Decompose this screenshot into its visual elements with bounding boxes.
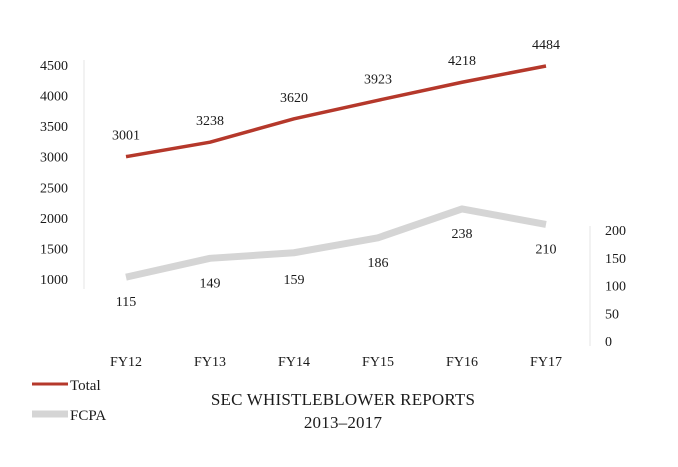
data-label-fcpa: 210 — [536, 242, 557, 257]
legend: Total FCPA — [32, 378, 106, 424]
x-axis-tick-label: FY13 — [194, 355, 226, 370]
right-axis-tick-label: 50 — [605, 307, 619, 322]
data-label-total: 3923 — [364, 72, 392, 87]
chart-title: SEC WHISTLEBLOWER REPORTS — [211, 390, 475, 409]
left-axis-tick-label: 2000 — [40, 212, 68, 227]
left-axis: 1000 1500 2000 2500 3000 3500 4000 4500 — [40, 59, 85, 289]
data-label-fcpa: 115 — [116, 295, 136, 310]
right-axis: 0 50 100 150 200 — [589, 224, 626, 350]
x-axis-tick-label: FY14 — [278, 355, 310, 370]
right-axis-tick-label: 150 — [605, 252, 626, 267]
data-label-total: 3238 — [196, 114, 224, 129]
left-axis-tick-label: 2500 — [40, 181, 68, 196]
series-line-fcpa — [125, 205, 547, 281]
data-labels: 115 149 159 186 238 210 3001 3238 3620 3923 4218 44… — [112, 38, 560, 310]
data-label-total: 4484 — [532, 38, 560, 53]
chart-subtitle: 2013–2017 — [304, 413, 383, 432]
left-axis-tick-label: 4000 — [40, 90, 68, 105]
x-axis-tick-label: FY17 — [530, 355, 562, 370]
data-label-total: 3001 — [112, 129, 140, 144]
data-label-fcpa: 159 — [284, 273, 305, 288]
legend-label-fcpa: FCPA — [70, 408, 106, 424]
x-axis-tick-label: FY16 — [446, 355, 478, 370]
right-axis-tick-label: 200 — [605, 224, 626, 239]
right-axis-tick-label: 0 — [605, 335, 612, 350]
data-label-total: 4218 — [448, 54, 476, 69]
data-label-fcpa: 238 — [452, 227, 473, 242]
data-label-fcpa: 149 — [200, 276, 221, 291]
left-axis-tick-label: 4500 — [40, 59, 68, 74]
x-axis-tick-label: FY12 — [110, 355, 142, 370]
data-label-fcpa: 186 — [368, 256, 389, 271]
left-axis-tick-label: 1500 — [40, 242, 68, 257]
series-lines — [125, 64, 547, 281]
legend-label-total: Total — [70, 378, 101, 394]
right-axis-tick-label: 100 — [605, 280, 626, 295]
left-axis-tick-label: 1000 — [40, 273, 68, 288]
left-axis-tick-label: 3000 — [40, 151, 68, 166]
data-label-total: 3620 — [280, 91, 308, 106]
x-axis: FY12 FY13 FY14 FY15 FY16 FY17 — [110, 355, 562, 370]
left-axis-tick-label: 3500 — [40, 120, 68, 135]
series-line-total — [125, 64, 547, 159]
x-axis-tick-label: FY15 — [362, 355, 394, 370]
